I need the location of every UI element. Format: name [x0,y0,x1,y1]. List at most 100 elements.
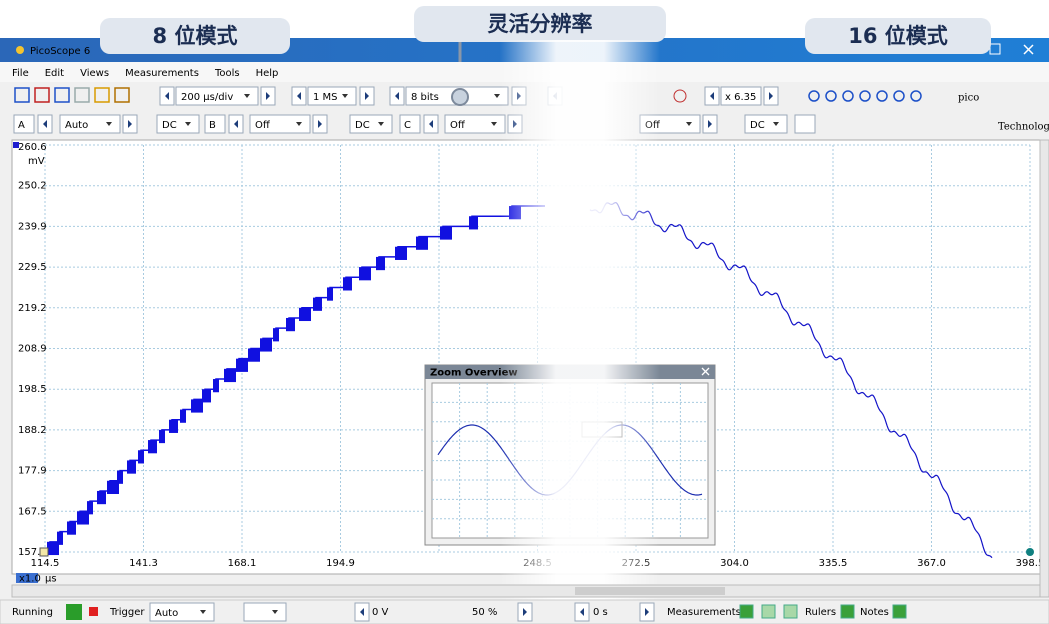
h-scrollbar[interactable] [11,584,1041,598]
zoom-icon[interactable] [910,90,922,102]
zoom-icon[interactable] [859,90,871,102]
close-button[interactable] [1023,44,1034,55]
combo-arrow [200,610,206,614]
math-button[interactable] [794,114,816,134]
zoom-icon[interactable] [808,90,820,102]
menu-item[interactable]: File [12,68,29,79]
ruler-handle [1026,548,1034,556]
x-unit: µs [45,574,57,585]
combo-box[interactable] [59,114,121,134]
arrow-icon [580,608,584,616]
combo-text: DC [162,120,177,131]
arrow-icon [234,120,238,128]
channel-button[interactable] [13,114,35,134]
delay: 0 s [593,607,608,618]
combo-box[interactable] [243,602,287,622]
arrow-icon [708,120,712,128]
combo-box[interactable] [156,114,200,134]
banner-label: 灵活分辨率 [488,12,593,36]
arrow-icon [318,120,322,128]
measurement-button[interactable] [761,604,776,619]
y-tick-label: 250.2 [18,181,47,192]
tool-icon[interactable] [14,87,30,103]
y-unit: mV [28,156,45,167]
combo-arrow [106,122,112,126]
quantization-step [313,297,322,311]
combo-text: Auto [65,120,88,131]
quantization-step [416,236,428,250]
combo-box[interactable] [149,602,215,622]
banner-pill [100,18,290,54]
arrow-icon [429,120,433,128]
menu-item[interactable]: Measurements [125,68,199,79]
trigger-marker [39,547,49,557]
quantization-step [169,419,178,433]
stop-button[interactable] [89,607,98,616]
quantization-step [343,277,352,291]
menu-item[interactable]: Views [80,68,109,79]
run-button[interactable] [66,604,82,620]
quantization-step [202,389,211,403]
quantization-step [97,490,106,505]
combo-text: DC [750,120,765,131]
arrow-icon [165,92,169,100]
y-tick-label: 219.2 [18,303,47,314]
arrow-icon [365,92,369,100]
tool-icon[interactable] [673,89,687,103]
y-tick-label: 239.9 [18,221,47,232]
channel-button[interactable] [204,114,226,134]
trigger-label: Trigger [109,607,145,618]
tool-icon[interactable] [54,87,70,103]
combo-arrow [342,94,348,98]
combo-box[interactable] [744,114,788,134]
tool-icon[interactable] [94,87,110,103]
arrow-icon [266,92,270,100]
combo-arrow [296,122,302,126]
zoom-close[interactable] [701,367,710,376]
combo-text: DC [355,120,370,131]
channel-button[interactable] [399,114,421,134]
quantization-step [359,267,371,281]
menu-item[interactable]: Help [256,68,279,79]
quantization-step [248,348,260,362]
tool-icon[interactable] [114,87,130,103]
x-tick-label: 141.3 [129,558,158,569]
run-state: Running [12,607,53,618]
zoom-icon[interactable] [842,90,854,102]
combo-box[interactable] [249,114,311,134]
tool-icon[interactable] [74,87,90,103]
notes-button[interactable] [892,604,907,619]
pre-trigger: 50 % [472,607,497,618]
x-zoom-box [16,573,38,583]
y-tick-label: 177.9 [18,466,47,477]
combo-box[interactable] [175,86,259,106]
rulers-button[interactable] [840,604,855,619]
y-tick-label: 198.5 [18,384,47,395]
banner-label: 16 位模式 [848,24,948,48]
channel-name: C [404,120,411,131]
maximize-button[interactable] [989,43,1001,55]
combo-text: 1 MS [313,92,338,103]
quantization-step [440,226,452,240]
menu-item[interactable]: Tools [214,68,240,79]
notes-label: Notes [860,607,889,618]
zoom-icon[interactable] [825,90,837,102]
v-scrollbar[interactable] [1039,139,1049,598]
x-tick-label: 335.5 [819,558,848,569]
x-tick-label: 304.0 [720,558,749,569]
scroll-thumb[interactable] [575,587,725,595]
quantization-step [148,440,157,454]
tool-icon[interactable] [34,87,50,103]
menu-item[interactable]: Edit [45,68,64,79]
measurement-button[interactable] [739,604,754,619]
zoom-icon[interactable] [893,90,905,102]
combo-box[interactable] [349,114,393,134]
y-tick-label: 229.5 [18,262,47,273]
zoom-icon[interactable] [876,90,888,102]
measurement-button[interactable] [783,604,798,619]
arrow-icon [360,608,364,616]
zoom-box [720,86,762,106]
combo-box[interactable] [307,86,357,106]
arrow-icon [645,608,649,616]
